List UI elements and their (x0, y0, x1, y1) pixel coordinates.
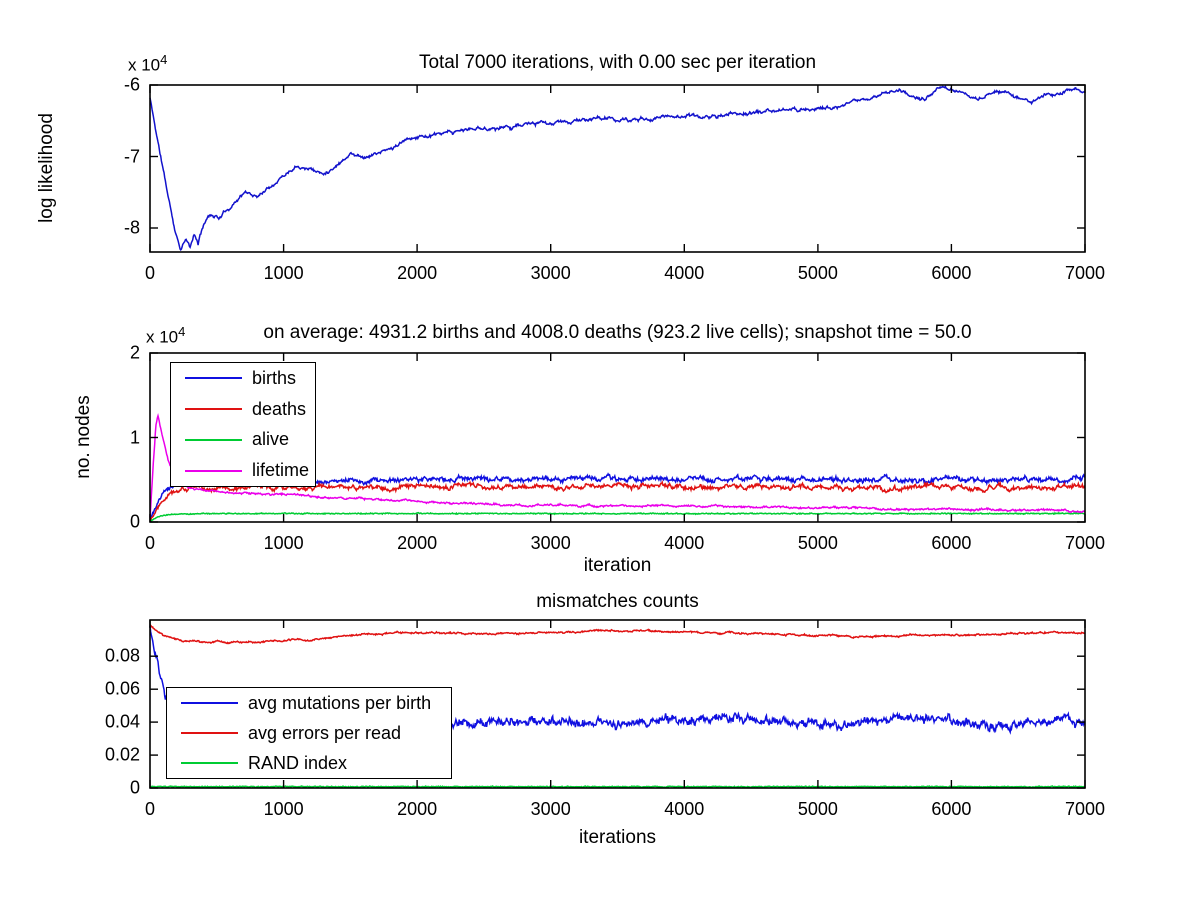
series-RAND-index (149, 784, 1086, 789)
x-tick-label: 0 (144, 533, 156, 553)
legend-item: deaths (171, 394, 315, 425)
legend-line-sample (185, 377, 242, 380)
x-tick-label: 7000 (1064, 533, 1106, 553)
legend-line-sample (181, 702, 238, 704)
legend-item: lifetime (171, 455, 315, 486)
legend-item: avg errors per read (167, 718, 451, 748)
x-axis-label-iteration: iteration (583, 555, 652, 576)
x-tick-label: 7000 (1064, 263, 1106, 283)
x-tick-label: 1000 (263, 533, 304, 553)
legend-line-sample (185, 469, 242, 472)
y-tick-label: -6 (123, 74, 140, 95)
plot-title-log-likelihood: Total 7000 iterations, with 0.00 sec per… (418, 52, 817, 73)
y-tick-label: 0.08 (104, 645, 140, 666)
x-tick-label: 5000 (797, 799, 838, 819)
axes-box (149, 84, 1086, 253)
x-tick-label: 0 (144, 263, 156, 283)
legend-item: alive (171, 425, 315, 456)
legend-label: lifetime (252, 460, 310, 481)
legend-mismatches: avg mutations per birth avg errors per re… (166, 687, 452, 779)
x-tick-label: 5000 (797, 263, 838, 283)
legend-line-sample (181, 732, 238, 734)
x-tick-label: 3000 (530, 799, 571, 819)
plot-title-nodes: on average: 4931.2 births and 4008.0 dea… (263, 322, 972, 343)
x-tick-label: 7000 (1064, 799, 1106, 819)
legend-label: births (252, 367, 297, 388)
y-tick-label: 0.02 (104, 744, 140, 765)
y-tick-label: 0 (129, 777, 140, 798)
y-tick-label: -8 (123, 217, 140, 238)
legend-label: avg errors per read (248, 722, 402, 743)
y-tick-label: -7 (123, 146, 140, 166)
legend-label: avg mutations per birth (248, 692, 432, 713)
x-tick-label: 4000 (664, 533, 705, 553)
x-tick-label: 6000 (931, 533, 972, 553)
legend-line-sample (185, 408, 242, 411)
legend-label: alive (252, 429, 290, 450)
series-deaths (149, 480, 1086, 523)
x-tick-label: 2000 (397, 799, 438, 819)
series-log-likelihood (149, 85, 1086, 252)
y-axis-label-nodes: no. nodes (73, 395, 94, 479)
y-axis-exponent-top: x 104 (128, 52, 168, 75)
legend-item: avg mutations per birth (167, 688, 451, 718)
x-axis-label-iterations: iterations (578, 827, 657, 848)
x-tick-label: 1000 (263, 799, 304, 819)
x-tick-label: 4000 (664, 799, 705, 819)
y-tick-label: 0 (129, 511, 140, 532)
plot-title-mismatches: mismatches counts (536, 591, 699, 612)
x-tick-label: 2000 (397, 533, 438, 553)
x-tick-label: 0 (144, 799, 156, 819)
x-tick-label: 2000 (397, 263, 438, 283)
y-tick-label: 2 (129, 342, 140, 363)
y-axis-exponent-middle: x 104 (146, 324, 186, 347)
series-avg-errors-per-read (149, 624, 1086, 645)
axis-ticks (149, 84, 1086, 252)
x-tick-label: 3000 (530, 533, 571, 553)
x-tick-label: 4000 (664, 263, 705, 283)
x-tick-label: 6000 (931, 799, 972, 819)
y-axis-label-log-likelihood: log likelihood (36, 113, 57, 223)
legend-label: RAND index (248, 752, 348, 773)
y-tick-label: 0.06 (104, 678, 140, 699)
x-tick-label: 3000 (530, 263, 571, 283)
y-tick-label: 0.04 (104, 711, 140, 732)
x-tick-label: 6000 (931, 263, 972, 283)
y-tick-label: 1 (129, 427, 140, 447)
series-alive (149, 511, 1086, 523)
legend-item: births (171, 363, 315, 394)
x-tick-label: 1000 (263, 263, 304, 283)
legend-nodes: births deaths alive lifetime (170, 362, 316, 487)
legend-item: RAND index (167, 748, 451, 778)
legend-line-sample (181, 762, 238, 764)
legend-label: deaths (252, 398, 307, 419)
x-tick-label: 5000 (797, 533, 838, 553)
legend-line-sample (185, 438, 242, 441)
